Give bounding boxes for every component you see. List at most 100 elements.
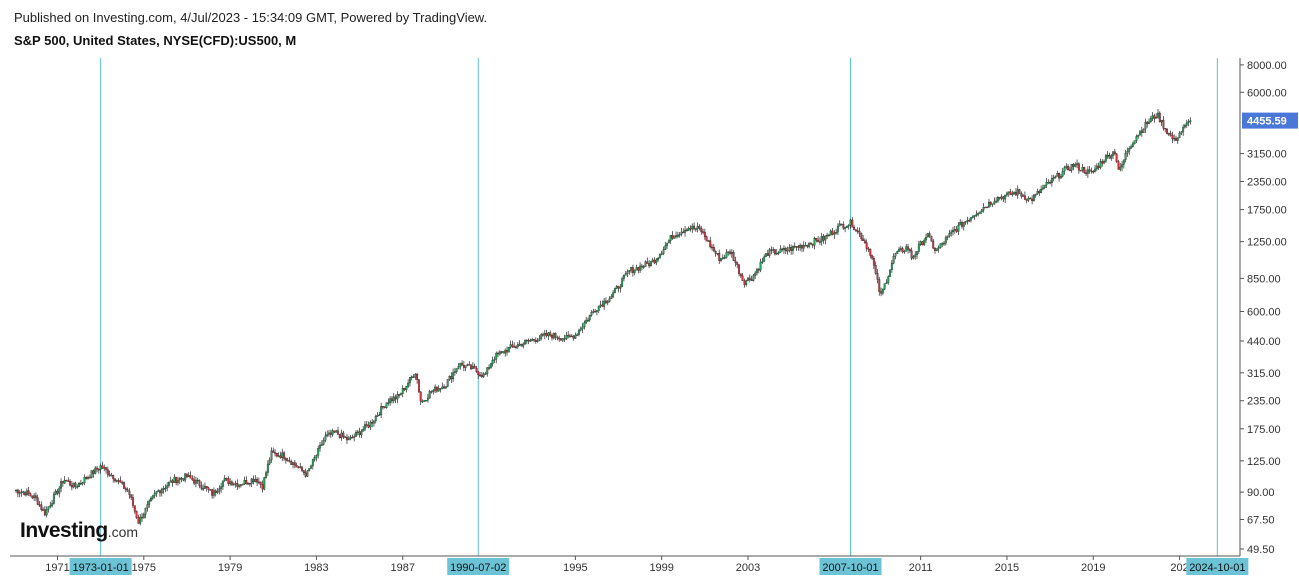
candle-body: [69, 481, 72, 486]
candle-body: [995, 200, 998, 203]
candle-body: [182, 478, 185, 481]
candle-body: [570, 335, 573, 338]
candle-body: [470, 364, 473, 370]
candle-body: [288, 460, 291, 462]
candle-body: [383, 406, 386, 408]
candle-body: [1041, 187, 1044, 190]
candle-body: [901, 248, 904, 252]
candle-body: [572, 335, 575, 339]
candle-body: [76, 486, 79, 488]
candle-body: [871, 255, 874, 259]
candle-body: [70, 484, 73, 488]
candle-body: [1167, 133, 1170, 135]
candle-body: [635, 267, 638, 271]
candle-body: [880, 291, 883, 294]
candle-body: [921, 241, 924, 246]
candle-body: [588, 315, 591, 321]
candle-body: [887, 276, 890, 283]
candle-body: [495, 352, 498, 360]
candle-body: [761, 261, 764, 263]
candle-body: [324, 435, 327, 441]
candle-body: [1025, 199, 1028, 201]
candle-body: [1112, 151, 1114, 156]
candle-body: [1169, 133, 1172, 136]
candle-body: [916, 251, 918, 255]
candle-body: [333, 430, 336, 433]
candle-body: [344, 436, 347, 438]
candle-body: [675, 235, 678, 237]
candle-body: [185, 473, 188, 477]
candle-body: [752, 275, 755, 281]
candle-body: [160, 489, 163, 494]
candle-body: [869, 249, 872, 256]
candle-body: [997, 197, 999, 202]
candle-body: [489, 363, 492, 369]
candle-body: [903, 251, 906, 253]
candle-body: [223, 478, 226, 482]
candle-body: [96, 467, 98, 470]
candle-body: [328, 432, 330, 435]
candle-body: [750, 279, 753, 281]
candle-body: [671, 235, 674, 239]
candle-body: [31, 495, 34, 499]
logo-brand: Investing: [20, 519, 108, 542]
candle-body: [520, 343, 523, 347]
candle-body: [973, 215, 976, 217]
candle-body: [191, 477, 194, 481]
candle-body: [941, 243, 944, 245]
candle-body: [865, 242, 868, 249]
candle-body: [457, 366, 460, 369]
candle-body: [259, 481, 262, 485]
candle-body: [639, 265, 642, 271]
candle-body: [1128, 148, 1131, 152]
candle-body: [117, 480, 120, 482]
candle-body: [1158, 112, 1161, 123]
candle-body: [741, 275, 744, 281]
candle-body: [563, 338, 566, 340]
candle-body: [707, 240, 710, 242]
marker-label-bg: [1186, 558, 1249, 575]
candle-body: [482, 373, 485, 377]
candle-body: [612, 292, 615, 297]
candle-body: [732, 252, 735, 261]
candle-body: [419, 391, 422, 402]
candle-body: [763, 256, 766, 262]
candle-body: [448, 376, 451, 380]
candle-body: [687, 228, 690, 231]
candle-body: [1164, 128, 1167, 130]
candle-body: [106, 469, 109, 475]
candle-body: [667, 240, 670, 244]
candle-body: [878, 279, 881, 292]
candle-body: [247, 483, 250, 485]
candle-body: [867, 248, 870, 250]
candle-body: [319, 444, 321, 449]
candle-body: [892, 256, 895, 264]
candle-body: [804, 244, 807, 247]
candle-body: [225, 478, 228, 480]
candle-body: [889, 269, 892, 277]
candle-body: [1126, 151, 1129, 154]
candle-body: [178, 477, 181, 481]
candle-body: [531, 339, 534, 341]
candle-body: [1157, 112, 1159, 118]
candle-body: [682, 231, 685, 234]
candle-body: [132, 497, 134, 506]
y-tick-label: 90.00: [1247, 487, 1275, 499]
candle-body: [689, 228, 692, 230]
candle-body: [416, 373, 419, 380]
candle-body: [364, 424, 366, 430]
candle-body: [326, 434, 329, 436]
candle-body: [168, 482, 170, 486]
candle-body: [1086, 169, 1089, 174]
candle-body: [1131, 143, 1134, 147]
y-tick-label: 6000.00: [1247, 87, 1287, 99]
candle-body: [130, 494, 133, 498]
logo-suffix: .com: [107, 524, 139, 540]
x-tick-label: 1987: [390, 562, 414, 574]
candle-body: [979, 211, 981, 214]
candle-body: [200, 485, 203, 489]
candle-body: [1101, 161, 1104, 164]
candle-body: [899, 248, 902, 250]
candle-body: [1110, 155, 1113, 159]
